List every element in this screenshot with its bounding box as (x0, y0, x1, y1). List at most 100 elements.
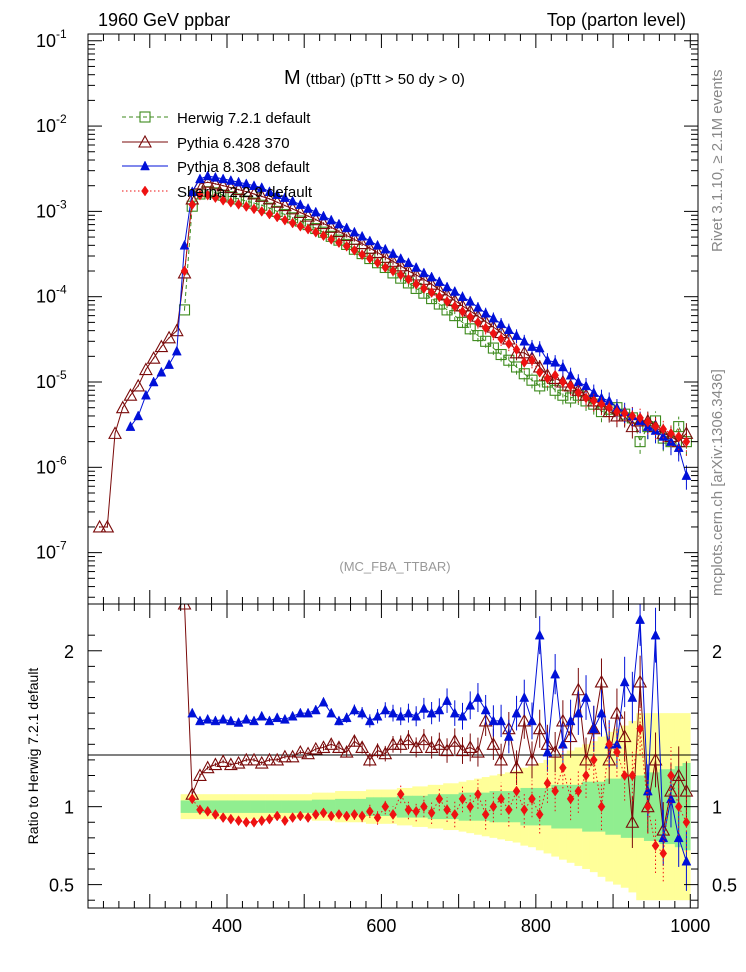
ratio-band-inner (257, 800, 266, 813)
ratio-pythia8-point (619, 676, 630, 687)
main-sherpa-point (396, 269, 405, 281)
ratio-pythia6-point (594, 674, 609, 688)
main-sherpa-point (327, 233, 336, 245)
main-pythia8-point (673, 442, 684, 452)
main-sherpa-point (257, 205, 266, 217)
main-sherpa-point (597, 398, 606, 410)
main-pythia6-point (208, 176, 223, 190)
ratio-band-inner (304, 800, 313, 813)
main-ytick-exponent: -1 (56, 27, 67, 41)
ratio-ylabel: Ratio to Herwig 7.2.1 default (25, 668, 41, 845)
ratio-pythia8-point (627, 691, 638, 702)
main-pythia8-point (272, 189, 283, 199)
ratio-sherpa-point (273, 810, 281, 822)
ratio-pythia6-point (617, 729, 632, 743)
ratio-sherpa-point (242, 816, 251, 828)
ratio-pythia8-point (372, 710, 383, 721)
ratio-pythia8-point (395, 710, 406, 721)
ratio-pythia6-point (177, 604, 192, 610)
ratio-sherpa-point (234, 815, 243, 827)
main-sherpa-point (188, 199, 197, 211)
ratio-pythia6-point (532, 721, 547, 735)
main-pythia8-point (202, 170, 213, 181)
ratio-pythia6-point (223, 757, 238, 771)
ratio-band-inner (288, 800, 297, 813)
main-pythia8-point (318, 210, 329, 221)
ratio-band-inner (636, 775, 645, 838)
main-ytick-exponent: -7 (56, 539, 67, 553)
main-sherpa-point (288, 217, 297, 229)
main-ytick-label: 10-3 (36, 197, 67, 221)
main-sherpa-point (389, 265, 397, 277)
main-sherpa-point (458, 306, 467, 317)
ratio-pythia6-point (393, 737, 408, 750)
ratio-pythia8-point (650, 629, 661, 640)
main-pythia6-point (169, 323, 184, 337)
ratio-pythia6-point (355, 740, 370, 753)
ratio-pythia8-point (449, 707, 460, 718)
ratio-band-inner (188, 800, 197, 813)
ratio-xtick-label: 400 (212, 916, 242, 936)
ratio-pythia8-point (233, 716, 244, 727)
ratio-sherpa-point (358, 810, 366, 822)
ratio-pythia8-point (534, 629, 545, 640)
ratio-band-inner (458, 792, 467, 821)
main-sherpa-point (203, 189, 212, 201)
ratio-sherpa-point (227, 813, 235, 825)
ratio-sherpa-point (528, 793, 536, 805)
ratio-band-inner (358, 798, 367, 815)
main-sherpa-point (358, 249, 366, 261)
main-pythia8-point (581, 380, 591, 391)
main-pythia8-point (326, 214, 337, 225)
main-pythia6-point (609, 408, 624, 422)
ratio-pythia6-point (285, 749, 300, 763)
ratio-sherpa-point (589, 754, 598, 766)
ratio-sherpa-point (304, 812, 312, 824)
main-pythia6-point (602, 404, 617, 418)
main-sherpa-point (420, 282, 428, 294)
ratio-pythia6-point (332, 740, 346, 753)
main-sherpa-point (342, 240, 351, 252)
main-pythia8-point (488, 312, 499, 323)
main-pythia8-point (164, 359, 174, 369)
ratio-band-inner (242, 800, 251, 813)
main-herwig-point (534, 380, 546, 392)
main-herwig-point (495, 348, 507, 361)
ratio-pythia8-point (550, 668, 561, 679)
main-sherpa-point (296, 220, 305, 232)
ratio-band-inner (535, 787, 544, 826)
ratio-sherpa-point (296, 810, 305, 822)
ratio-pythia6-point (509, 760, 524, 774)
main-pythia8-point (249, 180, 259, 190)
ratio-ytick-label-left: 0.5 (49, 876, 74, 896)
ratio-pythia8-point (418, 702, 429, 713)
ratio-sherpa-point (651, 840, 660, 852)
main-ytick-exponent: -4 (56, 283, 67, 297)
ratio-sherpa-point (458, 793, 467, 805)
main-pythia8-point (480, 307, 491, 318)
ratio-pythia8-point (218, 713, 229, 724)
main-sherpa-point (404, 273, 413, 285)
main-pythia6-point (138, 362, 153, 376)
ratio-band-inner (327, 799, 336, 814)
ratio-pythia6-point (494, 752, 509, 766)
mcplots-label: mcplots.cern.ch [arXiv:1306.3436] (709, 369, 726, 596)
ratio-pythia6-point (478, 713, 493, 727)
ratio-pythia8-point (681, 855, 692, 866)
main-pythia8-point (364, 235, 375, 246)
ratio-pythia8-point (287, 710, 298, 721)
ratio-sherpa-point (674, 801, 683, 813)
main-sherpa-point (335, 237, 343, 249)
ratio-sherpa-point (311, 809, 320, 820)
ratio-band-inner (281, 800, 290, 813)
ratio-pythia8-point (380, 704, 391, 715)
ratio-pythia8-point (256, 710, 267, 721)
main-sherpa-point (281, 214, 289, 226)
ratio-pythia6-point (308, 741, 323, 755)
ratio-sherpa-point (659, 847, 668, 859)
ratio-pythia8-point (488, 715, 499, 726)
ratio-pythia8-point (326, 707, 337, 718)
main-pythia8-point (303, 202, 313, 213)
ratio-sherpa-point (450, 809, 459, 820)
ratio-pythia8-point (434, 704, 445, 715)
